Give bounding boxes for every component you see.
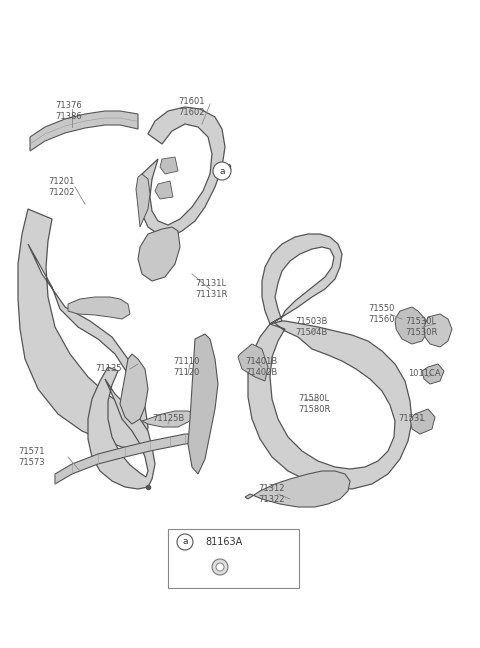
Polygon shape	[138, 227, 180, 281]
Text: 71401B
71402B: 71401B 71402B	[245, 357, 277, 377]
Text: 71201
71202: 71201 71202	[48, 177, 74, 197]
Text: 71601
71602: 71601 71602	[178, 97, 204, 117]
Text: 71530L
71530R: 71530L 71530R	[405, 317, 437, 337]
Text: 71110
71120: 71110 71120	[173, 357, 199, 377]
Text: 71131L
71131R: 71131L 71131R	[195, 279, 228, 299]
Text: 1011CA: 1011CA	[408, 369, 441, 378]
Polygon shape	[424, 314, 452, 347]
Polygon shape	[238, 344, 268, 381]
Polygon shape	[140, 107, 225, 237]
Text: 81163A: 81163A	[205, 537, 242, 547]
Polygon shape	[136, 174, 150, 227]
Polygon shape	[395, 307, 428, 344]
Polygon shape	[160, 157, 178, 174]
Polygon shape	[410, 409, 435, 434]
Text: 71135: 71135	[95, 364, 121, 373]
Polygon shape	[18, 209, 148, 449]
Polygon shape	[188, 334, 218, 474]
Text: 71125B: 71125B	[152, 414, 184, 423]
Polygon shape	[245, 471, 350, 507]
Text: 71503B
71504B: 71503B 71504B	[295, 317, 327, 337]
Text: 71376
71386: 71376 71386	[55, 101, 82, 121]
Polygon shape	[120, 354, 148, 424]
Polygon shape	[248, 321, 412, 489]
Polygon shape	[88, 367, 155, 489]
Text: a: a	[219, 167, 225, 176]
Text: 71571
71573: 71571 71573	[18, 447, 45, 467]
Polygon shape	[262, 234, 342, 324]
Text: 71550
71560: 71550 71560	[368, 304, 395, 324]
Polygon shape	[30, 111, 138, 151]
Text: 71312
71322: 71312 71322	[258, 484, 285, 504]
Polygon shape	[155, 181, 173, 199]
Text: a: a	[225, 162, 231, 172]
Text: a: a	[182, 537, 188, 546]
Circle shape	[177, 534, 193, 550]
FancyBboxPatch shape	[168, 529, 299, 588]
Circle shape	[213, 162, 231, 180]
Polygon shape	[422, 364, 444, 384]
Circle shape	[212, 559, 228, 575]
Text: 71580L
71580R: 71580L 71580R	[298, 394, 330, 414]
Polygon shape	[68, 297, 130, 319]
Polygon shape	[142, 411, 195, 427]
Circle shape	[216, 563, 224, 571]
Text: 71531: 71531	[398, 414, 424, 423]
Polygon shape	[55, 434, 195, 484]
